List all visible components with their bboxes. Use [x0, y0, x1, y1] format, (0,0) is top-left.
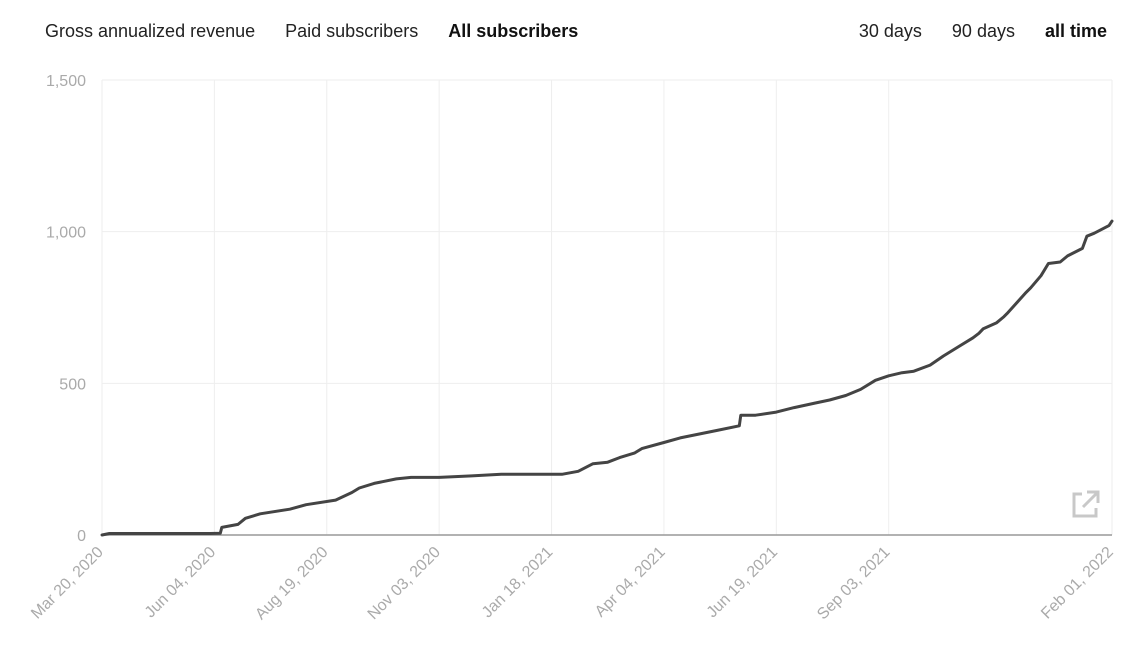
tab-all-subscribers[interactable]: All subscribers	[448, 21, 579, 41]
chart-grid	[101, 79, 1113, 535]
y-tick-label: 1,000	[46, 225, 86, 242]
range-30-days[interactable]: 30 days	[858, 21, 922, 41]
y-tick-label: 500	[59, 376, 86, 393]
tab-paid-subscribers[interactable]: Paid subscribers	[285, 21, 419, 41]
tab-gross-annualized-revenue[interactable]: Gross annualized revenue	[45, 21, 256, 41]
range-tabs: 30 days 90 days all time	[859, 20, 1107, 42]
y-tick-label: 0	[77, 528, 86, 545]
x-tick-label: Jun 04, 2020	[142, 544, 220, 622]
x-axis: Mar 20, 2020 Jun 04, 2020 Aug 19, 2020 Nov …	[28, 534, 1117, 623]
external-link-icon[interactable]	[1069, 489, 1101, 521]
x-tick-label: Nov 03, 2020	[365, 544, 444, 623]
y-tick-label: 1,500	[46, 73, 86, 90]
metric-tabs: Gross annualized revenue Paid subscriber…	[45, 20, 578, 42]
x-tick-label: Feb 01, 2022	[1038, 544, 1117, 623]
x-tick-label: Aug 19, 2020	[252, 544, 331, 623]
x-tick-label: Sep 03, 2021	[814, 544, 893, 623]
range-90-days[interactable]: 90 days	[951, 21, 1015, 41]
x-tick-label: Apr 04, 2021	[592, 544, 669, 621]
y-axis: 0 500 1,000 1,500	[46, 73, 86, 545]
x-tick-label: Mar 20, 2020	[28, 544, 107, 623]
range-all-time[interactable]: all time	[1044, 21, 1107, 41]
series-line	[100, 219, 1114, 537]
x-tick-label: Jun 19, 2021	[704, 544, 782, 622]
x-tick-label: Jan 18, 2021	[479, 544, 557, 622]
chart-series	[100, 219, 1114, 537]
